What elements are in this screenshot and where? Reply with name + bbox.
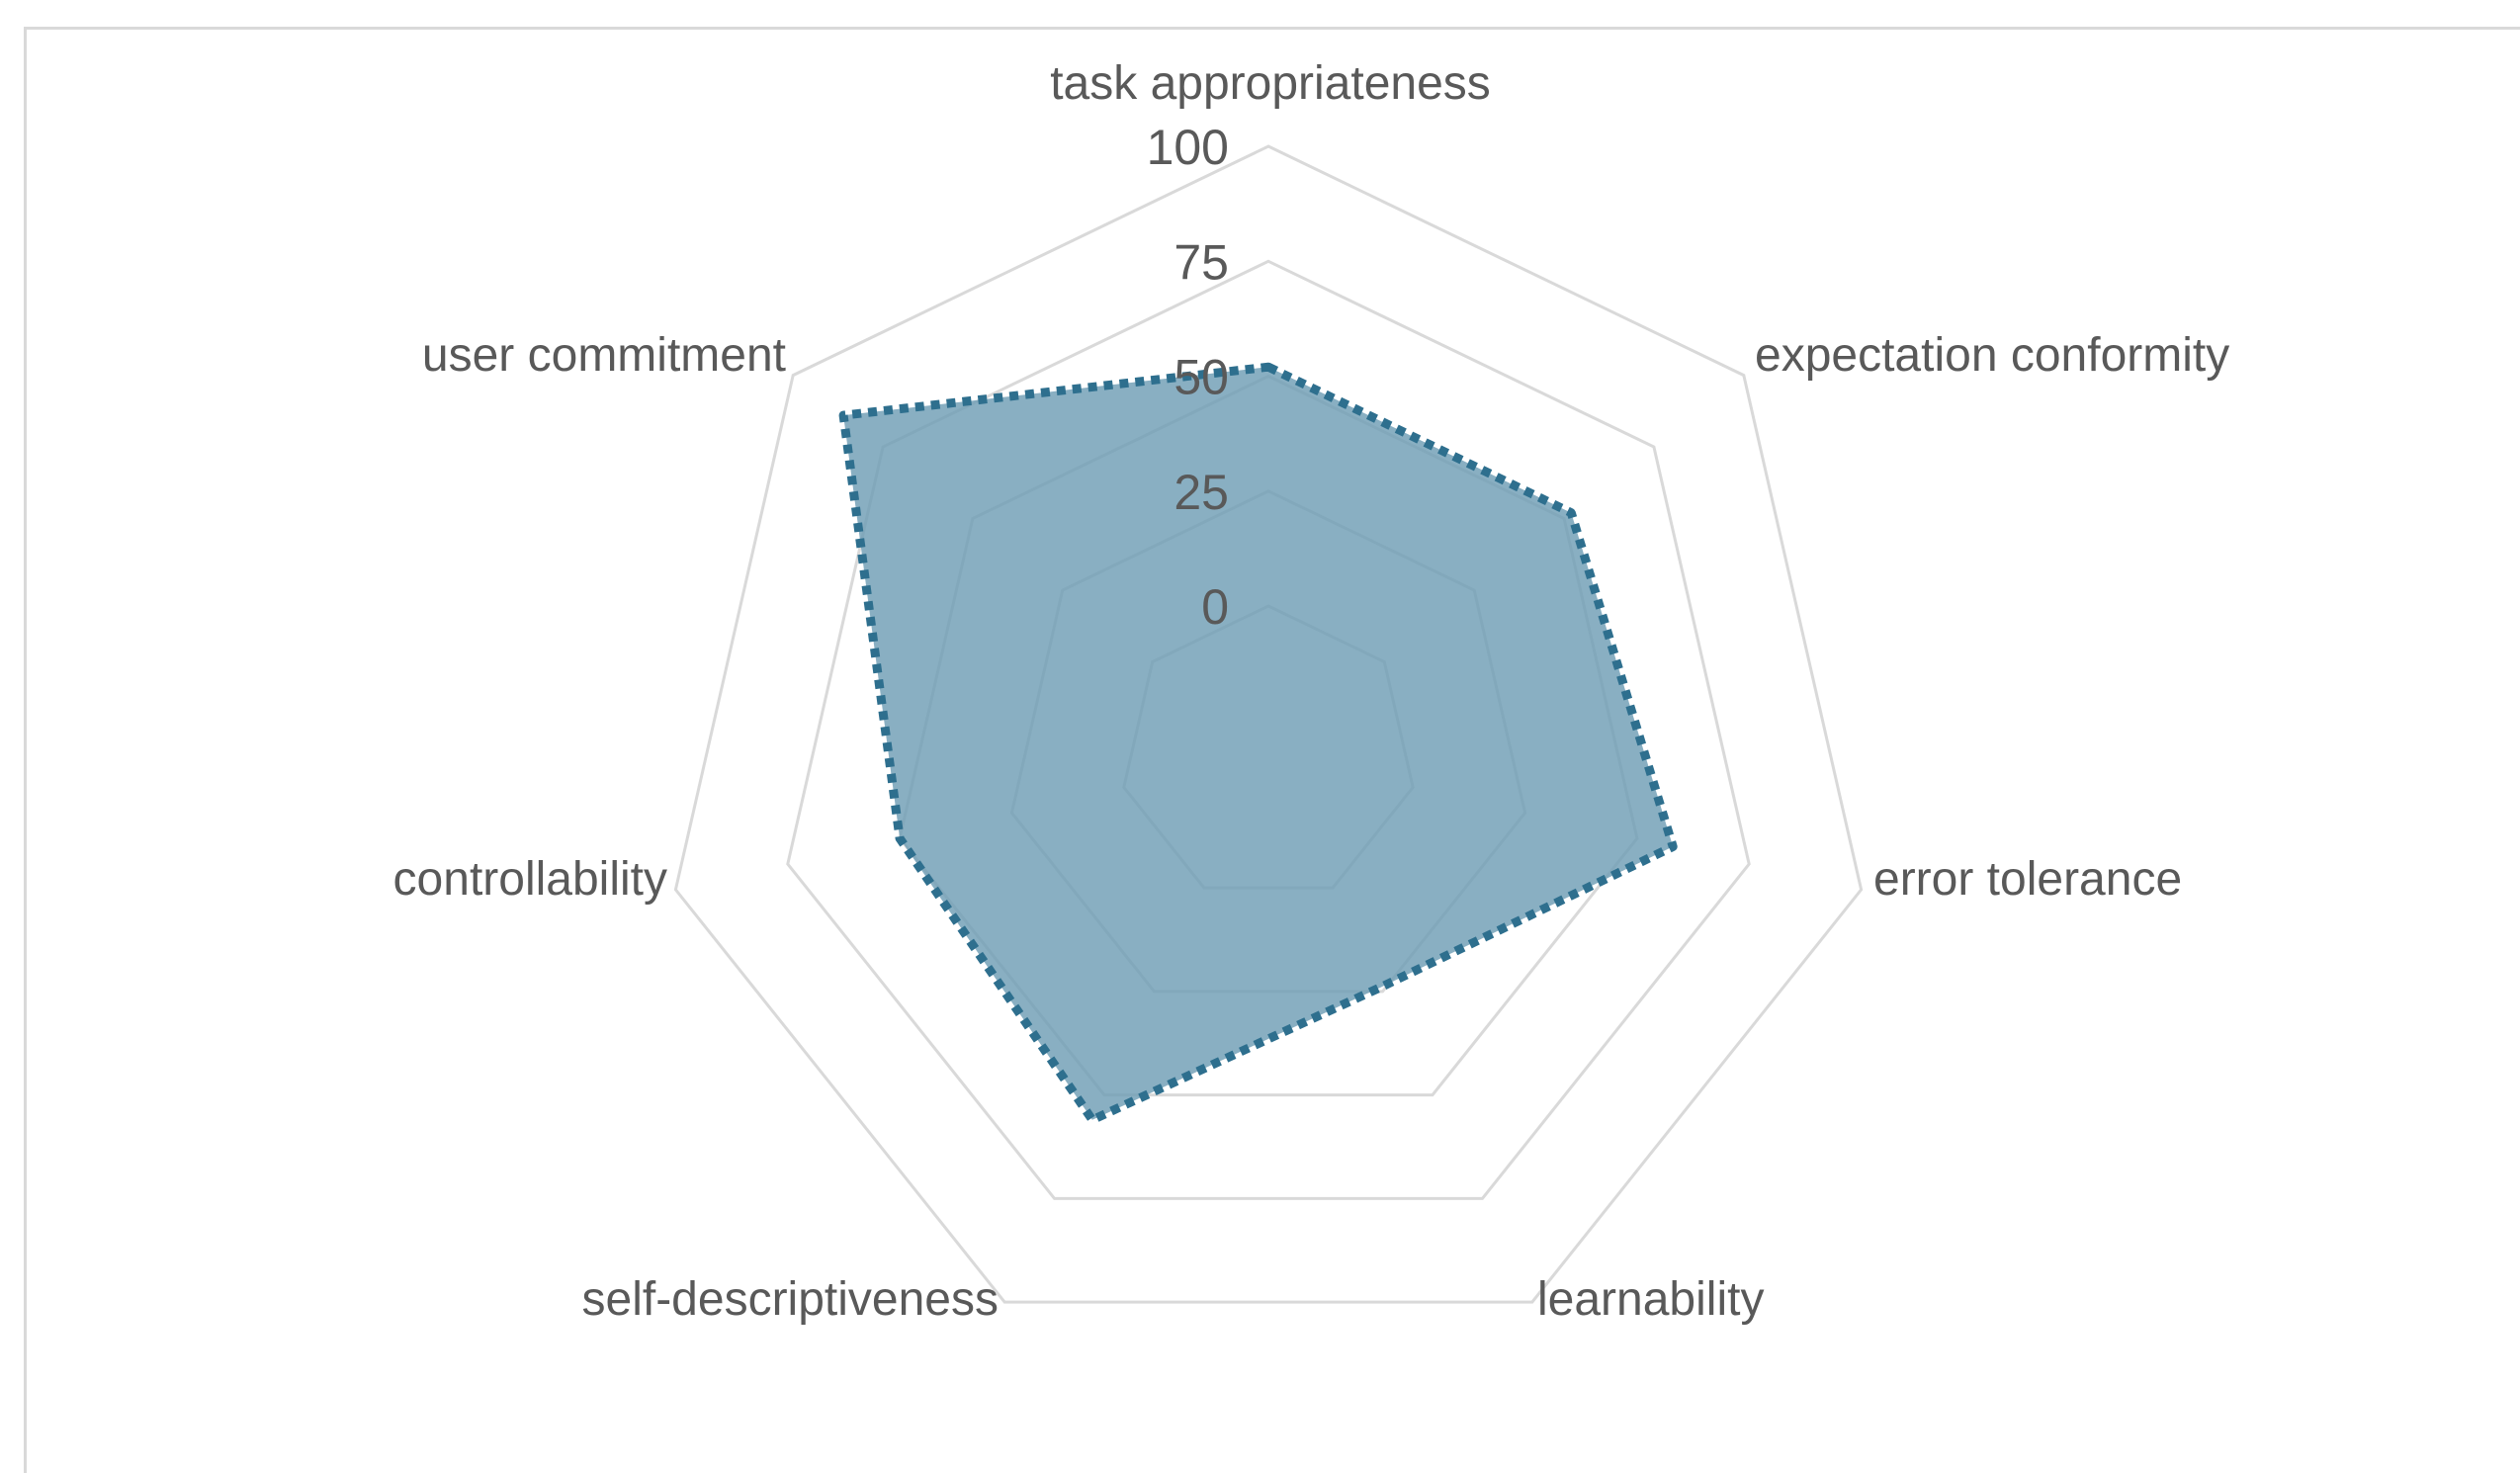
- radar-series-layer: [838, 362, 1678, 1125]
- tick-label-25: 25: [1173, 465, 1229, 520]
- tick-label-0: 0: [1201, 579, 1229, 635]
- category-label-learnability: learnability: [1537, 1273, 1764, 1326]
- grid-ring-100: [673, 144, 1864, 1304]
- category-label-error-tolerance: error tolerance: [1873, 853, 2182, 906]
- tick-label-100: 100: [1147, 120, 1229, 175]
- category-label-expectation-conformity: expectation conformity: [1755, 329, 2229, 382]
- radial-tick-labels: 0 25 50 75 100: [1147, 120, 1229, 635]
- category-label-task-appropriateness: task appropriateness: [1050, 57, 1491, 110]
- chart-frame: [24, 27, 2520, 1473]
- tick-label-50: 50: [1173, 350, 1229, 405]
- category-label-self-descriptiveness: self-descriptiveness: [582, 1273, 999, 1326]
- tick-label-75: 75: [1173, 234, 1229, 290]
- category-label-user-commitment: user commitment: [422, 329, 786, 382]
- category-labels: task appropriateness expectation conformi…: [393, 57, 2230, 1326]
- category-label-controllability: controllability: [393, 853, 667, 906]
- series-area-0: [838, 362, 1678, 1125]
